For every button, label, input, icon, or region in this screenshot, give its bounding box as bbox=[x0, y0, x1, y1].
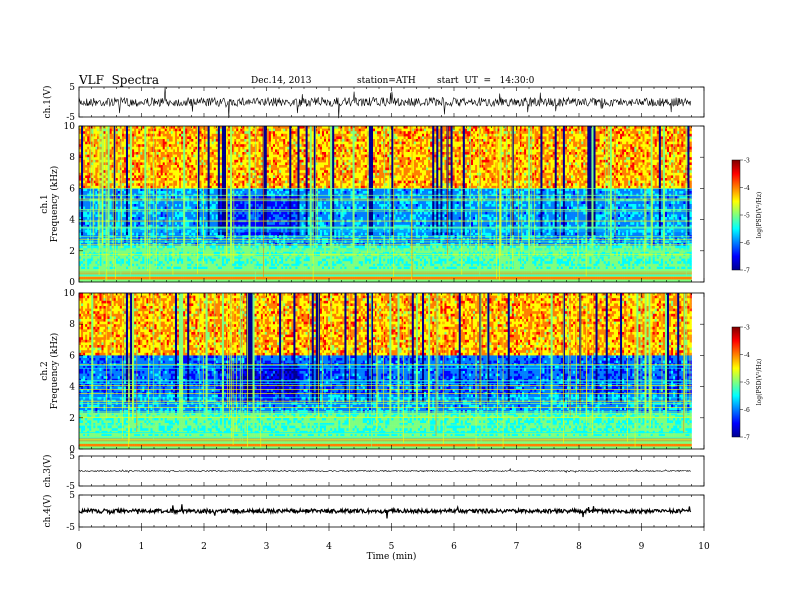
panel-ch3-waveform: 5-5ch.3(V) bbox=[42, 452, 704, 492]
ch2-spectrogram-colorbar-tick: -7 bbox=[744, 435, 750, 442]
ch1-spectrogram-ytick-label: 8 bbox=[69, 153, 75, 163]
ch2-spectrogram-ytick-label: 4 bbox=[69, 383, 75, 393]
xtick-label: 1 bbox=[139, 542, 145, 552]
xtick-label: 3 bbox=[264, 542, 270, 552]
ch1-spectrogram-colorbar-tick: -3 bbox=[744, 158, 750, 165]
xtick-label: 8 bbox=[576, 542, 582, 552]
ch1-spectrogram-colorbar-tick: -7 bbox=[744, 268, 750, 275]
ch1-spectrogram-ytick-label: 6 bbox=[69, 184, 75, 194]
ch1-spectrogram-cells bbox=[79, 126, 692, 282]
xtick-label: 5 bbox=[389, 542, 395, 552]
ch2-spectrogram-colorbar: -3 -4 -5 -6 -7 log(PSD(V²/Hz) bbox=[732, 325, 763, 442]
xtick-label: 10 bbox=[698, 542, 710, 552]
ch2-spectrogram-colorbar-tick: -4 bbox=[744, 352, 750, 359]
ch2-spectrogram-cells bbox=[79, 293, 692, 449]
ch1-waveform-trace bbox=[79, 87, 691, 118]
ch1-spectrogram-ytick-label: 4 bbox=[69, 216, 75, 226]
xtick-label: 4 bbox=[326, 542, 332, 552]
ch2-spectrogram-colorbar-tick: -5 bbox=[744, 380, 750, 387]
ch2-spectrogram-colorbar-tick: -3 bbox=[744, 325, 750, 332]
xtick-label: 7 bbox=[514, 542, 520, 552]
ch1-spectrogram-ytick-label: 2 bbox=[69, 247, 75, 257]
ch2-spectrogram-ytick-label: 2 bbox=[69, 414, 75, 424]
ch4-waveform-ylabel: ch.4(V) bbox=[42, 495, 53, 528]
ch1-spectrogram-ytick-label: 10 bbox=[64, 122, 76, 132]
panel-ch1-spectrogram: 0 2 4 6 8 10 ch.1 Frequency (kHz) bbox=[40, 122, 704, 288]
ch3-waveform-ylabel: ch.3(V) bbox=[42, 455, 53, 488]
ch4-waveform-ytick-label: 5 bbox=[69, 491, 75, 501]
ch4-waveform-trace bbox=[79, 504, 691, 518]
ch1-spectrogram-colorbar-tick: -4 bbox=[744, 185, 750, 192]
ch1-spectrogram-colorbar-tick: -6 bbox=[744, 240, 750, 247]
xtick-label: 9 bbox=[639, 542, 645, 552]
ch3-waveform-trace bbox=[79, 469, 691, 473]
ch1-spectrogram-colorbar-tick: -5 bbox=[744, 213, 750, 220]
ch2-spectrogram-ytick-label: 10 bbox=[64, 289, 76, 299]
ch1-spectrogram-ylabel: Frequency (kHz) bbox=[49, 166, 60, 243]
ch2-spectrogram-ytick-label: 8 bbox=[69, 320, 75, 330]
ch1-waveform-ylabel: ch.1(V) bbox=[42, 86, 53, 119]
ch2-spectrogram-ylabel: ch.2 bbox=[40, 361, 50, 380]
panel-ch1-waveform: 5-5ch.1(V) bbox=[42, 83, 704, 123]
panel-ch4-waveform: 5 -5 ch.4(V) bbox=[42, 491, 704, 533]
figure: 5-5ch.1(V)0246810ch.1 Frequency (kHz)0246… bbox=[0, 0, 792, 612]
ch1-spectrogram-colorbar: -3 -4 -5 -6 -7 log(PSD(V²/Hz) bbox=[732, 158, 763, 275]
ch1-spectrogram-ytick-label: 0 bbox=[69, 278, 75, 288]
ch1-spectrogram-colorbar-label: log(PSD(V²/Hz) bbox=[756, 192, 763, 239]
xtick-label: 2 bbox=[201, 542, 207, 552]
ch1-waveform-ytick-label: 5 bbox=[69, 83, 75, 93]
ch2-spectrogram-ylabel: Frequency (kHz) bbox=[49, 333, 60, 410]
ch2-spectrogram-colorbar-tick: -6 bbox=[744, 407, 750, 414]
x-axis-label: Time (min) bbox=[367, 551, 417, 562]
ch2-spectrogram-colorbar-label: log(PSD(V²/Hz) bbox=[756, 359, 763, 406]
ch1-spectrogram-ylabel: ch.1 bbox=[40, 194, 50, 213]
ch2-spectrogram-ytick-label: 6 bbox=[69, 351, 75, 361]
ch4-waveform-ytick-label: -5 bbox=[66, 523, 75, 533]
xtick-label: 6 bbox=[451, 542, 457, 552]
ch3-waveform-ytick-label: 5 bbox=[69, 452, 75, 462]
xtick-label: 0 bbox=[76, 542, 82, 552]
